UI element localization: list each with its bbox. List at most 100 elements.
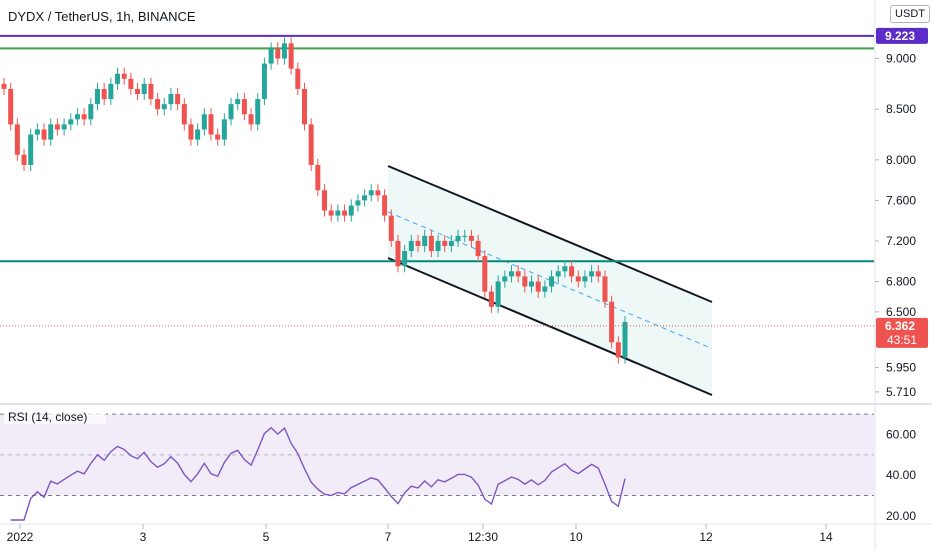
candle-body: [74, 114, 80, 120]
price-axis-label: 5.950: [886, 361, 916, 375]
time-axis-label: 12: [699, 530, 713, 544]
countdown-badge-text: 43:51: [887, 333, 917, 347]
price-axis-label: 6.500: [886, 305, 916, 319]
time-axis-label: 5: [263, 530, 270, 544]
rsi-title: RSI (14, close): [8, 410, 87, 424]
candle-body: [589, 271, 595, 277]
candle-body: [575, 276, 581, 282]
candle-body: [488, 291, 494, 307]
chart-title: DYDX / TetherUS, 1h, BINANCE: [8, 9, 196, 24]
candle-body: [348, 205, 354, 216]
candle-body: [322, 190, 328, 211]
candle-body: [395, 240, 401, 267]
candle-body: [101, 88, 107, 100]
candle-body: [8, 88, 14, 125]
last-price-badge: [876, 317, 928, 348]
candle-body: [495, 281, 501, 307]
candle-body: [355, 200, 361, 206]
candle-body: [288, 43, 294, 69]
candle-body: [435, 240, 441, 252]
candle-body: [128, 78, 134, 89]
rsi-title-bg: [4, 409, 106, 424]
candle-body: [88, 104, 94, 120]
candle-body: [161, 104, 167, 110]
candle-body: [448, 240, 454, 246]
candle-body: [208, 114, 214, 135]
price-axis-label: 8.000: [886, 153, 916, 167]
candle-body: [28, 134, 34, 165]
candle-body: [368, 190, 374, 196]
candle-body: [94, 88, 100, 105]
candle-body: [549, 276, 555, 287]
candle-body: [615, 342, 621, 358]
candle-body: [195, 129, 201, 140]
candle-body: [148, 83, 154, 100]
candle-body: [155, 99, 161, 110]
candle-body: [121, 73, 127, 79]
price-axis-label: 7.600: [886, 193, 916, 207]
candle-body: [442, 240, 448, 246]
candle-body: [542, 286, 548, 292]
candle-body: [602, 276, 608, 302]
candle-body: [215, 134, 221, 140]
candle-body: [135, 88, 141, 94]
candle-body: [61, 124, 67, 130]
candle-body: [462, 235, 468, 237]
candle-body: [141, 83, 147, 94]
candle-body: [482, 256, 488, 292]
candle-body: [21, 154, 27, 165]
candle-body: [388, 215, 394, 241]
candle-body: [428, 235, 434, 252]
candle-body: [595, 271, 601, 277]
candle-body: [108, 83, 114, 100]
candle-body: [362, 195, 368, 201]
currency-label[interactable]: USDT: [890, 5, 930, 23]
time-axis-label: 7: [385, 530, 392, 544]
time-axis-label: 2022: [7, 530, 34, 544]
candle-body: [468, 235, 474, 241]
candle-body: [228, 104, 234, 120]
candle-body: [1, 83, 7, 89]
candle-body: [529, 281, 535, 287]
candle-body: [261, 63, 267, 100]
channel-lower-line: [387, 257, 713, 396]
time-axis-label: 10: [569, 530, 583, 544]
time-axis-label: 3: [140, 530, 147, 544]
price-axis-label: 5.710: [886, 385, 916, 399]
candle-body: [582, 276, 588, 282]
price-axis-label: 8.500: [886, 102, 916, 116]
candle-body: [181, 104, 187, 125]
candle-body: [422, 235, 428, 246]
candle-body: [508, 271, 514, 277]
candle-body: [515, 271, 521, 277]
candle-body: [48, 124, 54, 140]
price-axis-label: 6.800: [886, 274, 916, 288]
candle-body: [168, 94, 174, 105]
candle-body: [522, 276, 528, 287]
candle-body: [235, 99, 241, 105]
candle-body: [34, 129, 40, 135]
candle-body: [308, 124, 314, 165]
candle-body: [535, 281, 541, 292]
candle-body: [555, 271, 561, 277]
candle-body: [188, 124, 194, 140]
rsi-axis-label: 20.00: [886, 509, 916, 523]
high-price-badge-text: 9.223: [885, 29, 915, 43]
candle-body: [408, 240, 414, 252]
candle-body: [175, 94, 181, 105]
candle-body: [241, 99, 247, 115]
candle-body: [622, 322, 628, 358]
candle-body: [221, 119, 227, 140]
high-price-badge: [876, 27, 928, 44]
candle-body: [328, 210, 334, 216]
candle-body: [68, 119, 74, 125]
candle-body: [255, 99, 261, 125]
candle-body: [81, 114, 87, 120]
candle-body: [382, 195, 388, 216]
candle-body: [275, 48, 281, 59]
last-price-badge-text: 6.362: [885, 319, 915, 333]
candle-body: [455, 235, 461, 241]
candle-body: [402, 251, 408, 267]
